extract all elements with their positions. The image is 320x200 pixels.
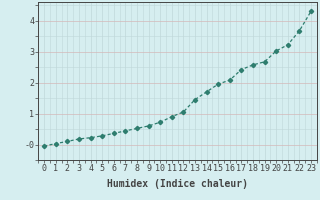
X-axis label: Humidex (Indice chaleur): Humidex (Indice chaleur)	[107, 179, 248, 189]
